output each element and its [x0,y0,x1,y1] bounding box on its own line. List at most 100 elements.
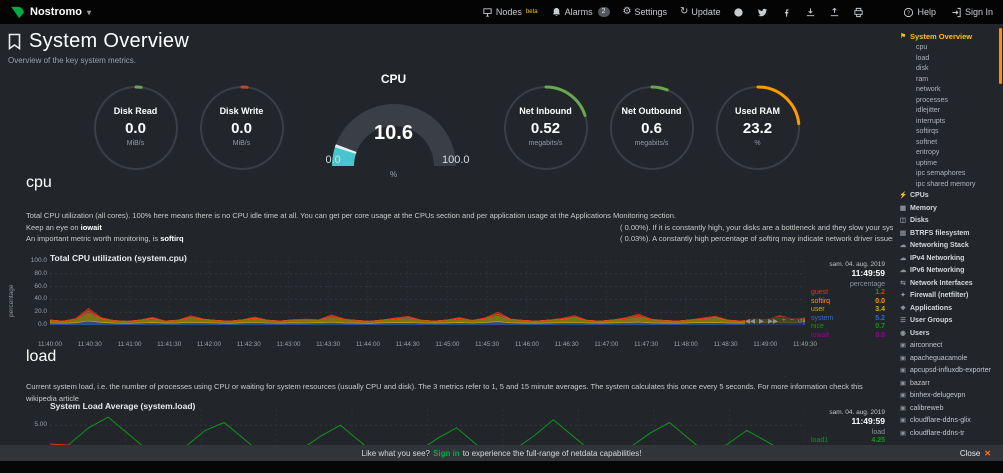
sidebar-item-apcupsd-influxdb-exporter[interactable]: ▣ apcupsd-influxdb-exporter [899,365,1001,378]
main-content: System Overview Overview of the key syst… [0,24,893,445]
legend-value: 5.2 [875,314,885,322]
update-button[interactable]: ↻ Update [680,7,721,18]
sidebar-item-networking-stack[interactable]: ☁ Networking Stack [899,240,1001,253]
gauge-disk-read[interactable]: Disk Read 0.0 MiB/s [92,84,180,172]
twitter-button[interactable] [757,7,768,18]
sidebar-item-cloudflare-ddns-glix[interactable]: ▣ cloudflare-ddns-glix [899,415,1001,428]
gauge-label: Disk Read [113,106,158,116]
import-snapshot-button[interactable] [805,7,816,18]
sidebar-item-ipv4-networking[interactable]: ☁ IPv4 Networking [899,253,1001,266]
gauge-value: 0.6 [641,120,662,137]
sidebar-scrollbar[interactable] [999,28,1002,84]
sidebar-item-applications[interactable]: ❖ Applications [899,303,1001,316]
update-label: Update [691,7,721,17]
sidebar-item-network[interactable]: network [899,85,1001,96]
sidebar-item-idlejitter[interactable]: idlejitter [899,106,1001,117]
sidebar-item-cpus[interactable]: ⚡ CPUs [899,190,1001,203]
help-button[interactable]: ? Help [903,7,936,18]
sidebar-item-disk[interactable]: disk [899,64,1001,75]
sidebar-item-ram[interactable]: ram [899,75,1001,86]
legend-row-guest[interactable]: guest 1.2 [811,289,885,298]
nodes-button[interactable]: Nodes beta [482,7,538,18]
gauge-cpu-min: 0.0 [325,154,341,166]
node-selector[interactable]: Nostromo ▾ [10,5,91,20]
sidebar-item-ipc-shared-memory[interactable]: ipc shared memory [899,180,1001,191]
chart-plot-area[interactable] [50,261,805,325]
chart-system-load[interactable]: System Load Average (system.load)5.004.0… [8,396,885,445]
sidebar-item-bazarr[interactable]: ▣ bazarr [899,378,1001,391]
gauge-used-ram[interactable]: Used RAM 23.2% [714,84,802,172]
sidebar-item-interrupts[interactable]: interrupts [899,117,1001,128]
gauge-net-inbound[interactable]: Net Inbound 0.52 megabits/s [502,84,590,172]
sidebar-item-softirqs[interactable]: softirqs [899,127,1001,138]
sidebar-item-uptime[interactable]: uptime [899,159,1001,170]
gauge-unit: % [754,140,761,147]
settings-button[interactable]: ⚙ Settings [623,7,668,18]
legend-row-softirq[interactable]: softirq 0.0 [811,298,885,307]
sign-in-button[interactable]: Sign In [951,7,993,18]
sidebar-item-label: BTRFS filesystem [910,229,970,237]
x-tick-label: 11:44:00 [355,341,380,348]
sidebar-item-binhex-delugevpn[interactable]: ▣ binhex-delugevpn [899,390,1001,403]
gauge-cpu[interactable]: CPU 10.6 0.0 100.0% [304,72,484,184]
alarms-button[interactable]: Alarms 2 [551,7,610,18]
sidebar-item-label: airconnect [910,342,943,349]
banner-close-button[interactable]: Close ✕ [960,449,991,458]
sidebar-item-label: Applications [910,304,953,312]
sidebar-item-load[interactable]: load [899,54,1001,65]
export-snapshot-button[interactable] [829,7,840,18]
sidebar-item-ipv6-networking[interactable]: ☁ IPv6 Networking [899,265,1001,278]
chart-title: Total CPU utilization (system.cpu) [50,253,187,263]
chart-cpu-utilization[interactable]: Total CPU utilization (system.cpu) percen… [8,248,885,350]
facebook-icon [785,8,789,17]
sidebar-item-btrfs-filesystem[interactable]: ▤ BTRFS filesystem [899,228,1001,241]
sidebar-item-cloudflare-ddns-tr[interactable]: ▣ cloudflare-ddns-tr [899,428,1001,441]
sidebar-item-softnet[interactable]: softnet [899,138,1001,149]
sidebar-item-user-groups[interactable]: ☰ User Groups [899,315,1001,328]
chart-rewind-button[interactable]: ◀◀ [744,318,755,325]
download-icon [807,7,815,16]
x-tick-label: 11:41:30 [157,341,182,348]
memory-icon: ▦ [899,204,907,212]
sidebar-item-disks[interactable]: ◫ Disks [899,215,1001,228]
sidebar-item-label: cloudflare-ddns-tr [910,429,965,437]
chart-zoom-in-button[interactable]: + [781,317,786,324]
y-tick-label: 40.0 [34,295,47,302]
bolt-icon: ⚡ [899,192,908,199]
print-button[interactable] [853,7,864,18]
legend-row-load1[interactable]: load1 4.25 [811,437,885,445]
sidebar-item-cpu[interactable]: cpu [899,43,1001,54]
gauge-label: Net Outbound [621,106,682,116]
sidebar-item-system-overview[interactable]: ⚑ System Overview [899,30,1001,43]
sidebar-item-processes[interactable]: processes [899,96,1001,107]
sidebar-item-network-interfaces[interactable]: ⇆ Network Interfaces [899,278,1001,291]
bookmark-icon: ⚑ [900,33,906,40]
chart-reset-button[interactable]: ↺ [797,318,803,325]
gauge-disk-write[interactable]: Disk Write 0.0 MiB/s [198,84,286,172]
sidebar-item-users[interactable]: ◉ Users [899,328,1001,341]
gauge-ring [715,85,800,171]
sidebar-item-label: IPv4 Networking [910,254,965,262]
chart-zoom-out-button[interactable]: − [789,317,794,324]
legend-row-system[interactable]: system 5.2 [811,315,885,324]
sidebar-item-entropy[interactable]: entropy [899,148,1001,159]
chart-title: System Load Average (system.load) [50,401,196,411]
sidebar-item-apacheguacamole[interactable]: ▣ apacheguacamole [899,353,1001,366]
close-icon: ✕ [984,448,991,458]
sidebar-item-ipc-semaphores[interactable]: ipc semaphores [899,169,1001,180]
gauge-value: 23.2 [742,120,773,137]
chart-play-button[interactable]: ▶ [758,318,764,325]
legend-row-user[interactable]: user 3.4 [811,306,885,315]
github-button[interactable] [733,7,744,18]
legend-row-iowait[interactable]: iowait 0.0 [811,332,885,341]
sidebar-item-memory[interactable]: ▦ Memory [899,203,1001,216]
chart-forward-button[interactable]: ▶▶ [767,318,778,325]
facebook-button[interactable] [781,7,792,18]
chart-plot-area[interactable] [50,409,805,445]
sidebar-item-calibreweb[interactable]: ▣ calibreweb [899,403,1001,416]
sidebar-item-airconnect[interactable]: ▣ airconnect [899,340,1001,353]
banner-sign-in-link[interactable]: Sign in [433,448,460,458]
legend-row-nice[interactable]: nice 0.7 [811,323,885,332]
gauge-net-outbound[interactable]: Net Outbound 0.6 megabits/s [608,84,696,172]
sidebar-item-firewall-netfilter[interactable]: ✦ Firewall (netfilter) [899,290,1001,303]
